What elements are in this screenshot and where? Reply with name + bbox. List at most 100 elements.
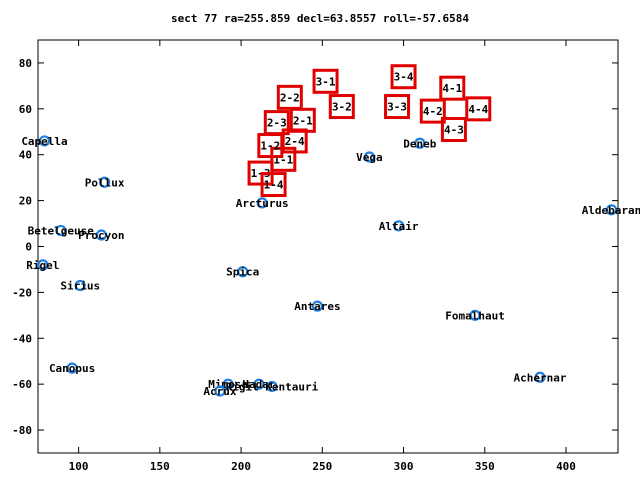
sector-boxes: 1-11-21-31-42-12-22-32-43-13-2 3-33-44-14… [247, 64, 492, 198]
sector-box-2-1: 2-1 [289, 107, 316, 133]
star-label: Sirius [60, 280, 100, 293]
x-tick-label: 200 [231, 460, 251, 473]
star-label: Arcturus [236, 197, 289, 210]
star-marker [37, 259, 49, 271]
star-marker [222, 378, 234, 390]
star-sirius: Sirius [60, 280, 100, 293]
star-aldebaran: Aldebaran [582, 204, 640, 217]
star-rigel: Rigel [26, 259, 59, 272]
star-marker [237, 266, 249, 278]
star-marker [266, 380, 278, 393]
star-marker [469, 309, 481, 321]
star-label: Vega [356, 151, 383, 164]
star-procyon: Procyon [78, 229, 124, 242]
star-marker [393, 220, 405, 232]
sector-box-frame [384, 94, 411, 120]
star-marker [256, 197, 268, 209]
sector-box-label: 3-2 [332, 101, 352, 114]
plot-frame [37, 39, 619, 454]
star-capella: Capella [21, 135, 67, 148]
sector-box-2-4: 2-4 [281, 128, 308, 154]
sector-box-frame [328, 94, 355, 120]
star-marker [253, 378, 265, 390]
star-marker [605, 204, 618, 216]
sector-box-label: 3-3 [387, 101, 407, 114]
sector-box-3-1: 3-1 [312, 68, 339, 94]
star-label: Betelgeuse [28, 224, 95, 237]
star-fomalhaut: Fomalhaut [445, 309, 505, 322]
sector-box-4-1: 4-1 [439, 75, 466, 101]
y-tick-label: 80 [19, 57, 32, 70]
sector-box-label: 2-3 [267, 117, 287, 130]
star-spica: Spica [226, 266, 259, 279]
y-tick-label: -20 [12, 286, 32, 299]
x-tick-label: 250 [312, 460, 332, 473]
y-tick-label: -80 [12, 424, 32, 437]
star-marker [66, 362, 78, 374]
star-canopus: Canopus [49, 362, 95, 375]
star-label: Achernar [514, 371, 567, 384]
star-marker [38, 135, 51, 147]
star-deneb: Deneb [403, 137, 436, 150]
star-vega: Vega [356, 151, 383, 164]
sector-box-4-4: 4-4 [465, 96, 492, 122]
y-tick-label: 40 [19, 149, 32, 162]
sector-box-label: 2-4 [285, 135, 305, 148]
sector-box-1-4: 1-4 [260, 172, 287, 198]
sector-box-frame [312, 68, 339, 94]
sector-box-frame [390, 64, 417, 90]
star-label: Deneb [403, 137, 436, 150]
star-marker [95, 229, 107, 241]
x-tick-label: 100 [69, 460, 89, 473]
sector-box-label: 4-2 [423, 105, 443, 118]
star-marker [99, 176, 111, 188]
star-acrux: Acrux [203, 385, 236, 398]
sector-box-4-3: 4-3 [440, 116, 467, 142]
sector-box-label: 4-3 [444, 123, 464, 136]
star-marker [363, 151, 376, 163]
star-marker [74, 279, 86, 292]
y-tick-label: -60 [12, 378, 32, 391]
star-label: Canopus [49, 362, 95, 375]
sector-box-label: 3-4 [394, 71, 414, 84]
star-label: Rigel [26, 259, 59, 272]
star-label: Antares [294, 300, 340, 313]
star-label: Aldebaran [582, 204, 640, 217]
star-marker [414, 137, 426, 149]
star-rigil-kentaurus: Rigil Kentauri [226, 380, 319, 393]
star-pollux: Pollux [85, 176, 125, 189]
y-tick-label: 60 [19, 103, 32, 116]
star-marker [534, 371, 546, 383]
y-tick-label: -40 [12, 332, 32, 345]
sector-box-label: 3-1 [316, 75, 336, 88]
sector-box-label: 4-1 [442, 82, 462, 95]
x-tick-label: 300 [394, 460, 414, 473]
star-label: Fomalhaut [445, 309, 505, 322]
y-tick-label: 0 [25, 241, 32, 254]
star-label: Altair [379, 220, 419, 233]
sector-box-label: 1-2 [260, 140, 280, 153]
x-tick-label: 400 [556, 460, 576, 473]
sector-box-4-2: 4-2 [419, 98, 446, 124]
star-label: Procyon [78, 229, 124, 242]
sector-box-label: 2-1 [293, 114, 313, 127]
star-marker [55, 224, 67, 237]
sector-box-frame [263, 110, 290, 136]
star-label: Pollux [85, 176, 125, 189]
sector-box-2-2: 2-2 [276, 84, 303, 110]
sector-box-frame [276, 84, 303, 110]
star-marker [311, 300, 324, 312]
sector-box-3-2: 3-2 [328, 94, 355, 120]
sector-box-frame [440, 116, 467, 142]
star-achernar: Achernar [514, 371, 567, 384]
x-tick-label: 350 [475, 460, 495, 473]
y-tick-label: 20 [19, 195, 32, 208]
star-label: Rigil Kentauri [226, 380, 319, 393]
sector-box-label: 1-4 [264, 179, 284, 192]
chart-title: sect 77 ra=255.859 decl=63.8557 roll=-57… [171, 12, 469, 25]
star-marker [214, 385, 226, 397]
sector-box-2-3: 2-3 [263, 110, 290, 136]
axes-layer: 100 150 200 250 300 350 400 -80 -60 -40 -20 0 20 40 60… [12, 40, 618, 473]
